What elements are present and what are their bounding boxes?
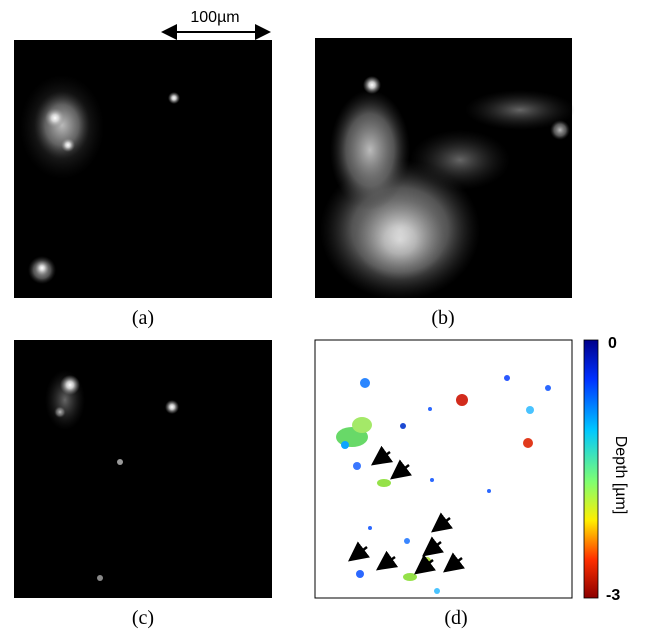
panel-a-image	[14, 40, 272, 298]
panel-b-image	[315, 38, 575, 300]
colorbar	[583, 339, 599, 599]
panel-label: (c)	[132, 607, 154, 629]
colorbar-bottom-label: -3	[606, 587, 620, 604]
panel-d-image	[314, 339, 573, 599]
panel-label: (d)	[444, 607, 467, 629]
colorbar-title: Depth [µm]	[612, 436, 629, 515]
colorbar-top-label: 0	[608, 335, 617, 352]
panel-c-image	[14, 340, 272, 598]
scale-bar-label: 100µm	[190, 9, 239, 26]
panel-label: (a)	[132, 307, 154, 329]
panel-label: (b)	[431, 307, 454, 329]
